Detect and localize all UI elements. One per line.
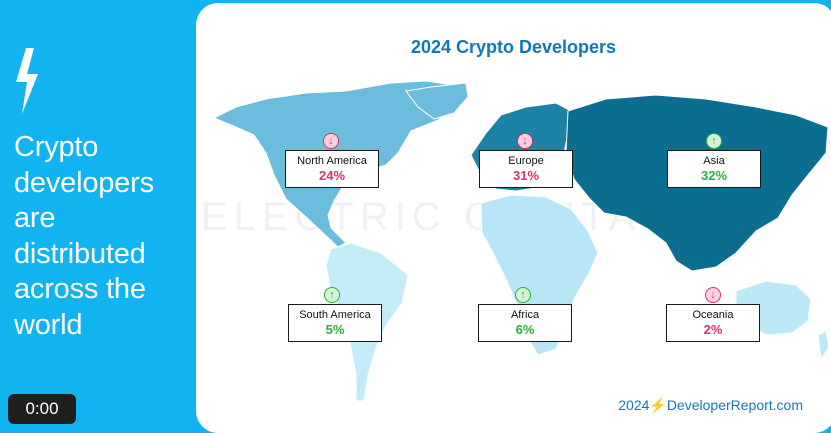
world-map	[212, 80, 830, 402]
left-panel: Crypto developers are distributed across…	[0, 0, 196, 427]
headline-line: world	[14, 308, 83, 341]
region-name: Europe	[508, 155, 544, 167]
lightning-bolt-icon	[16, 48, 38, 114]
headline: Crypto developers are distributed across…	[14, 130, 194, 343]
trend-down-icon: ↓	[705, 287, 721, 303]
trend-down-icon: ↓	[323, 133, 339, 149]
headline-line: are	[14, 202, 56, 234]
region-box-oceania: Oceania 2%	[666, 304, 760, 342]
trend-up-icon: ↑	[515, 287, 531, 303]
region-box-europe: Europe 31%	[479, 150, 573, 188]
region-name: Africa	[510, 309, 540, 321]
region-box-north-america: North America 24%	[285, 150, 379, 188]
region-percent: 24%	[318, 168, 346, 183]
region-percent: 5%	[325, 322, 345, 337]
region-box-south-america: South America 5%	[288, 304, 382, 342]
trend-up-icon: ↑	[324, 287, 340, 303]
headline-line: Crypto	[14, 131, 99, 163]
headline-line: across the	[14, 273, 146, 305]
headline-line: distributed	[14, 237, 146, 270]
region-name: Oceania	[692, 309, 734, 321]
region-percent: 31%	[512, 168, 540, 183]
region-name: North America	[297, 155, 367, 167]
greenland-shape	[405, 82, 469, 120]
video-timer[interactable]: 0:00	[8, 394, 76, 424]
trend-up-icon: ↑	[706, 133, 722, 149]
headline-line: developers	[14, 166, 154, 199]
region-percent: 2%	[703, 322, 723, 337]
new-zealand-shape	[817, 330, 830, 361]
region-name: Asia	[703, 155, 725, 167]
region-percent: 6%	[515, 322, 535, 337]
map-title: 2024 Crypto Developers	[410, 37, 617, 57]
region-name: South America	[299, 309, 371, 321]
region-box-asia: Asia 32%	[667, 150, 761, 188]
region-percent: 32%	[700, 168, 728, 183]
footer-link[interactable]: 2024⚡DeveloperReport.com	[618, 397, 803, 413]
map-card: 2024 Crypto Developers ELECTRIC CAPITAL …	[196, 3, 831, 433]
trend-down-icon: ↓	[517, 133, 533, 149]
region-box-africa: Africa 6%	[478, 304, 572, 342]
